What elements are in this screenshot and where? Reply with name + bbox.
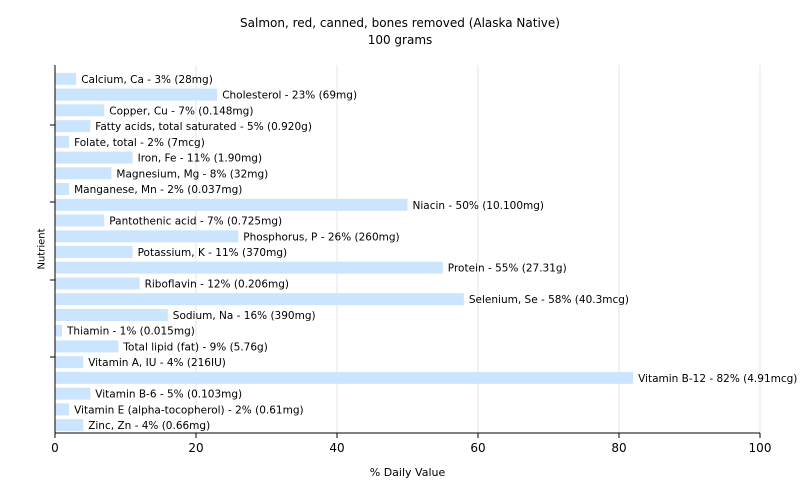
- bar: [55, 167, 112, 180]
- bar: [55, 277, 140, 290]
- bar-label: Total lipid (fat) - 9% (5.76g): [122, 341, 267, 353]
- x-tick-label: 40: [329, 441, 344, 455]
- bar: [55, 309, 168, 321]
- chart-title: Salmon, red, canned, bones removed (Alas…: [240, 16, 560, 30]
- bar: [55, 72, 77, 85]
- bar-label: Vitamin B-6 - 5% (0.103mg): [95, 389, 242, 401]
- axes: [50, 65, 760, 434]
- bars-group: Calcium, Ca - 3% (28mg) Cholesterol - 23%…: [55, 72, 797, 432]
- bar-label: Fatty acids, total saturated - 5% (0.920…: [95, 121, 312, 133]
- bar: [55, 183, 70, 195]
- bar-label: Phosphorus, P - 26% (260mg): [243, 231, 399, 243]
- bar-label: Riboflavin - 12% (0.206mg): [145, 279, 289, 291]
- bar: [55, 88, 218, 101]
- x-ticks: 0 20 40 60 80 100: [51, 433, 771, 455]
- bar-label: Selenium, Se - 58% (40.3mcg): [469, 294, 629, 306]
- bar: [55, 135, 70, 148]
- grid-lines: [195, 65, 761, 433]
- bar: [55, 104, 105, 117]
- bar: [55, 261, 443, 274]
- bar: [55, 214, 105, 227]
- x-tick-label: 20: [188, 441, 203, 455]
- bar-label: Cholesterol - 23% (69mg): [222, 90, 357, 102]
- bar-label: Copper, Cu - 7% (0.148mg): [109, 105, 253, 117]
- bar-label: Calcium, Ca - 3% (28mg): [81, 74, 213, 86]
- bar-label: Iron, Fe - 11% (1.90mg): [138, 153, 262, 165]
- bar-label: Zinc, Zn - 4% (0.66mg): [88, 420, 210, 432]
- bar-label: Vitamin A, IU - 4% (216IU): [88, 357, 226, 369]
- x-tick-label: 0: [51, 441, 59, 455]
- bar: [55, 198, 408, 211]
- bar-label: Potassium, K - 11% (370mg): [138, 247, 288, 259]
- x-axis-label: % Daily Value: [369, 466, 446, 479]
- bar: [55, 371, 634, 384]
- bar: [55, 151, 133, 164]
- bar: [55, 356, 84, 369]
- bar-label: Manganese, Mn - 2% (0.037mg): [74, 184, 242, 196]
- y-axis-label: Nutrient: [36, 228, 48, 270]
- bar: [55, 419, 84, 432]
- bar: [55, 403, 70, 416]
- bar-label: Niacin - 50% (10.100mg): [413, 200, 545, 212]
- x-tick-label: 80: [611, 441, 626, 455]
- bar-label: Vitamin E (alpha-tocopherol) - 2% (0.61m…: [74, 404, 304, 416]
- bar: [55, 120, 91, 133]
- chart-subtitle: 100 grams: [367, 33, 433, 47]
- bar: [55, 293, 464, 306]
- bar-label: Protein - 55% (27.31g): [448, 263, 567, 275]
- x-tick-label: 100: [749, 441, 772, 455]
- bar: [55, 340, 119, 353]
- bar-label: Sodium, Na - 16% (390mg): [173, 310, 316, 322]
- bar-label: Thiamin - 1% (0.015mg): [66, 326, 195, 338]
- bar: [55, 246, 133, 258]
- bar-label: Pantothenic acid - 7% (0.725mg): [109, 216, 282, 228]
- bar: [55, 324, 62, 337]
- x-tick-label: 60: [470, 441, 485, 455]
- bar-label: Folate, total - 2% (7mcg): [74, 137, 205, 149]
- bar-label: Magnesium, Mg - 8% (32mg): [116, 168, 268, 180]
- bar: [55, 230, 239, 243]
- bar-label: Vitamin B-12 - 82% (4.91mcg): [638, 373, 797, 385]
- bar: [55, 387, 91, 400]
